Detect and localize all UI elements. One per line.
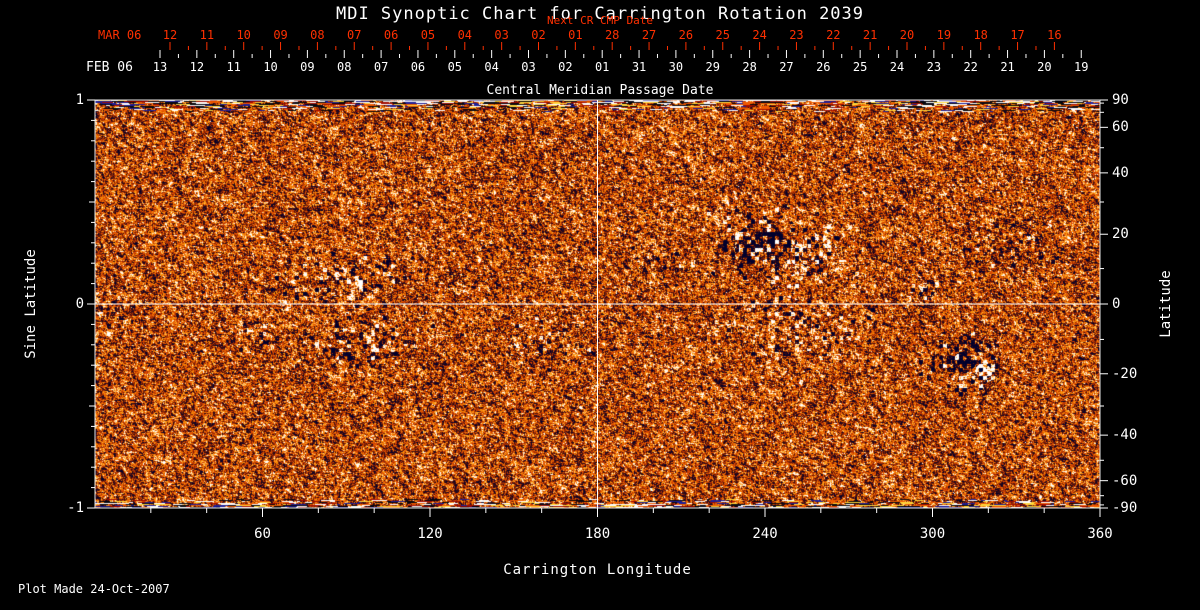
cmp-day-tick-label: 19 — [1074, 60, 1089, 74]
next-cr-day-tick-label: 05 — [420, 28, 436, 42]
magnetogram-image — [95, 100, 1100, 508]
next-cr-day-tick-label: 09 — [273, 28, 288, 42]
cmp-day-tick-label: 26 — [816, 60, 831, 74]
cmp-day-tick-label: 09 — [300, 60, 315, 74]
cmp-day-tick-label: 11 — [226, 60, 241, 74]
next-cr-day-tick-label: 25 — [715, 28, 730, 42]
longitude-tick-label: 240 — [752, 526, 778, 542]
sine-latitude-tick-label: 1 — [75, 92, 84, 108]
cmp-day-tick-label: 04 — [484, 60, 499, 74]
sine-latitude-tick-label: -1 — [67, 500, 84, 516]
longitude-axis-title: Carrington Longitude — [503, 562, 692, 578]
cmp-day-tick-label: 08 — [337, 60, 352, 74]
latitude-tick-label: -60 — [1112, 472, 1138, 489]
longitude-tick-label: 120 — [417, 526, 443, 542]
latitude-tick-label: 20 — [1112, 226, 1129, 243]
cmp-day-tick-label: 31 — [631, 60, 647, 74]
next-cr-day-tick-label: 06 — [383, 28, 399, 42]
cmp-day-tick-label: 30 — [668, 60, 684, 74]
latitude-tick-label: -20 — [1112, 365, 1138, 382]
next-cr-day-tick-label: 01 — [568, 28, 583, 42]
latitude-tick-label: -40 — [1112, 427, 1138, 444]
cmp-day-tick-label: 24 — [889, 60, 905, 74]
next-cr-day-tick-label: 21 — [862, 28, 878, 42]
next-cr-day-tick-label: 11 — [199, 28, 215, 42]
latitude-tick-label: 90 — [1112, 92, 1129, 108]
next-cr-day-tick-label: 16 — [1047, 28, 1062, 42]
longitude-tick-label: 180 — [584, 526, 611, 542]
cmp-day-tick-label: 29 — [705, 60, 720, 74]
cmp-day-tick-label: 23 — [926, 60, 942, 74]
next-cr-day-tick-label: 08 — [310, 28, 325, 42]
next-cr-day-tick-label: 03 — [494, 28, 509, 42]
cmp-day-tick-label: 10 — [263, 60, 278, 74]
next-cr-day-tick-label: 12 — [162, 28, 178, 42]
next-cr-day-tick-label: 24 — [752, 28, 767, 42]
next-cr-day-tick-label: 17 — [1010, 28, 1025, 42]
cmp-day-tick-label: 20 — [1037, 60, 1052, 74]
cmp-day-tick-label: 13 — [152, 60, 168, 74]
next-cr-day-tick-label: 04 — [457, 28, 473, 42]
next-cr-day-tick-label: 22 — [826, 28, 841, 42]
cmp-month-label: FEB 06 — [86, 60, 133, 75]
sine-latitude-axis-title: Sine Latitude — [23, 249, 39, 359]
latitude-axis-title: Latitude — [1158, 270, 1174, 338]
next-cr-day-tick-label: 10 — [236, 28, 251, 42]
next-cr-day-tick-label: 23 — [789, 28, 804, 42]
next-cr-day-tick-label: 26 — [678, 28, 694, 42]
sine-latitude-tick-label: 0 — [75, 296, 84, 312]
cmp-day-tick-label: 07 — [373, 60, 389, 74]
next-cr-day-tick-label: 02 — [531, 28, 546, 42]
next-cr-day-tick-label: 19 — [936, 28, 952, 42]
plot-area — [95, 100, 1100, 508]
latitude-tick-label: 40 — [1112, 164, 1129, 181]
next-cr-day-tick-label: 07 — [347, 28, 362, 42]
longitude-tick-label: 360 — [1087, 526, 1113, 542]
next-cr-day-tick-label: 27 — [641, 28, 657, 42]
cmp-axis-title: Central Meridian Passage Date — [486, 83, 714, 98]
cmp-day-tick-label: 05 — [447, 60, 463, 74]
chart-title: MDI Synoptic Chart for Carrington Rotati… — [335, 4, 865, 24]
cmp-day-tick-label: 12 — [189, 60, 205, 74]
longitude-tick-label: 60 — [254, 526, 271, 542]
cmp-day-tick-label: 25 — [852, 60, 868, 74]
cmp-day-tick-label: 02 — [558, 60, 573, 74]
longitude-tick-label: 300 — [919, 526, 946, 542]
next-cr-day-tick-label: 28 — [604, 28, 620, 42]
next-cr-month-label: MAR 06 — [98, 28, 142, 42]
cmp-day-tick-label: 27 — [779, 60, 794, 74]
next-cr-cmp-date-note: Next CR CMP Date — [547, 14, 653, 27]
next-cr-day-tick-label: 20 — [899, 28, 915, 42]
latitude-tick-label: 0 — [1112, 296, 1121, 312]
latitude-tick-label: -90 — [1112, 500, 1138, 516]
cmp-day-tick-label: 21 — [1000, 60, 1015, 74]
cmp-day-tick-label: 06 — [410, 60, 426, 74]
cmp-day-tick-label: 22 — [963, 60, 978, 74]
cmp-day-tick-label: 01 — [594, 60, 610, 74]
latitude-tick-label: 60 — [1112, 119, 1129, 136]
next-cr-day-tick-label: 18 — [973, 28, 988, 42]
cmp-day-tick-label: 28 — [742, 60, 757, 74]
cmp-day-tick-label: 03 — [521, 60, 536, 74]
plot-made-label: Plot Made 24-Oct-2007 — [18, 582, 170, 596]
